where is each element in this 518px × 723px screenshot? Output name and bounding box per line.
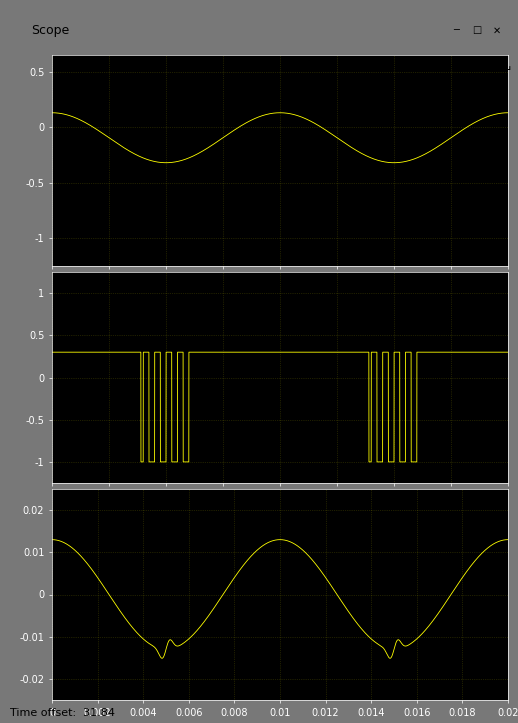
Text: ✕: ✕: [493, 25, 501, 35]
Text: □: □: [472, 25, 481, 35]
Text: ↵: ↵: [502, 65, 512, 75]
Text: Scope: Scope: [31, 24, 69, 37]
Text: Time offset:  31.84: Time offset: 31.84: [10, 708, 116, 718]
Text: ─: ─: [453, 25, 459, 35]
